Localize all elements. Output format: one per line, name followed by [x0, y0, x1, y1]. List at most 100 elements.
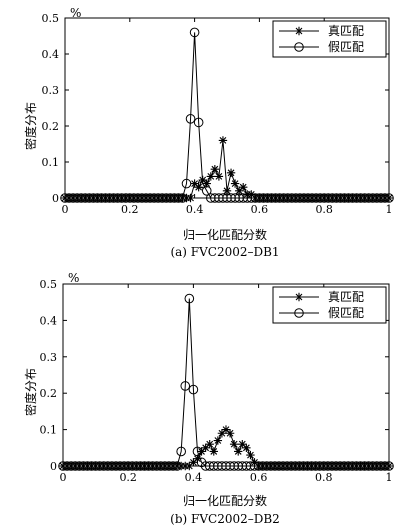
legend-marker	[294, 42, 304, 52]
circle-marker	[188, 384, 199, 395]
x-tick-label: 0.6	[251, 203, 269, 216]
circle-marker	[291, 193, 301, 203]
circle-marker	[192, 446, 203, 457]
series-line	[63, 428, 389, 467]
chart-caption: (a) FVC2002–DB1	[170, 245, 279, 259]
asterisk-marker	[234, 186, 244, 195]
circle-marker	[180, 381, 191, 391]
circle-marker	[355, 193, 366, 203]
asterisk-marker	[238, 439, 247, 449]
asterisk-marker	[205, 439, 214, 449]
chart-caption: (b) FVC2002–DB2	[170, 512, 280, 526]
asterisk-marker	[230, 179, 240, 188]
circle-marker	[230, 193, 240, 203]
y-tick-label: 0.2	[40, 387, 58, 400]
circle-marker	[226, 193, 236, 203]
y-tick-label: 0.2	[42, 120, 60, 133]
y-unit-label: %	[68, 271, 79, 285]
circle-marker	[335, 193, 346, 203]
asterisk-marker	[234, 447, 243, 456]
circle-marker	[266, 193, 277, 203]
circle-marker	[173, 193, 184, 203]
asterisk-marker	[225, 429, 235, 438]
circle-marker	[201, 186, 212, 196]
circle-marker	[327, 193, 338, 203]
circle-marker	[368, 193, 378, 203]
legend-box	[272, 20, 387, 58]
asterisk-marker	[246, 450, 255, 460]
circle-marker	[278, 193, 289, 203]
chart-panel-a: % 密度分布 归一化匹配分数 (a) FVC2002–DB1 0 0.2 0.4 0.…	[23, 6, 394, 259]
y-tick-label: 0.4	[42, 48, 60, 61]
circle-marker	[372, 193, 382, 203]
y-tick-label: 0.5	[42, 12, 60, 25]
circle-marker	[315, 193, 325, 203]
asterisk-marker	[239, 183, 248, 192]
y-tick-label: 0.4	[40, 314, 58, 327]
circle-marker	[303, 193, 313, 203]
x-tick-label: 1	[386, 203, 393, 216]
circle-marker	[299, 193, 309, 203]
asterisk-marker	[186, 193, 195, 203]
circle-marker	[376, 193, 386, 203]
circle-marker	[343, 193, 354, 203]
asterisk-marker	[217, 429, 227, 438]
x-axis-label: 归一化匹配分数	[183, 493, 267, 508]
circle-marker	[319, 193, 330, 203]
asterisk-marker	[214, 172, 224, 181]
circle-marker	[359, 193, 370, 203]
asterisk-marker	[229, 439, 239, 449]
circle-marker	[145, 193, 155, 203]
x-tick-label: 1	[386, 471, 393, 484]
asterisk-marker	[250, 458, 259, 467]
circle-marker	[172, 461, 182, 471]
x-tick-label: 0	[62, 203, 69, 216]
x-tick-label: 0.2	[119, 471, 137, 484]
legend-box	[272, 286, 387, 324]
circle-marker	[193, 117, 204, 128]
y-tick-label: 0.1	[42, 156, 60, 169]
y-tick-label: 0.3	[42, 84, 60, 97]
asterisk-marker	[190, 179, 199, 188]
circle-marker	[181, 178, 192, 189]
circle-marker	[176, 446, 186, 457]
asterisk-marker	[201, 443, 210, 452]
x-axis-label: 归一化匹配分数	[183, 227, 267, 242]
asterisk-marker	[193, 454, 202, 463]
legend-label: 真匹配	[328, 24, 364, 38]
circle-marker	[210, 193, 220, 203]
y-tick-label: 0.3	[40, 351, 58, 364]
circle-marker	[246, 193, 257, 203]
y-tick-label: 0.1	[40, 424, 58, 437]
y-tick-label: 0	[50, 460, 57, 473]
y-axis-label: 密度分布	[23, 368, 38, 416]
circle-marker	[347, 193, 358, 203]
legend-label: 真匹配	[328, 290, 364, 304]
circle-marker	[363, 193, 374, 203]
circle-marker	[351, 193, 362, 203]
circle-marker	[384, 461, 394, 471]
x-tick-label: 0.4	[186, 203, 204, 216]
y-axis-label: 密度分布	[23, 102, 38, 150]
circle-marker	[125, 193, 135, 203]
circle-marker	[262, 193, 273, 203]
asterisk-marker	[210, 165, 220, 174]
circle-marker	[270, 193, 281, 203]
asterisk-marker	[206, 172, 215, 181]
circle-marker	[282, 193, 293, 203]
chart-panel-b: % 密度分布 归一化匹配分数 (b) FVC2002–DB2 0 0.2 0.4 0.…	[23, 271, 394, 526]
x-tick-label: 0	[60, 471, 67, 484]
y-tick-label: 0	[52, 192, 59, 205]
circle-marker	[323, 193, 334, 203]
asterisk-marker	[209, 447, 218, 456]
asterisk-marker	[226, 168, 236, 177]
circle-marker	[339, 193, 350, 203]
y-unit-label: %	[70, 6, 81, 20]
circle-marker	[384, 193, 394, 203]
circle-marker	[184, 293, 195, 304]
circle-marker	[189, 27, 200, 38]
circle-marker	[60, 193, 70, 203]
y-tick-label: 0.5	[40, 278, 58, 291]
circle-marker	[295, 193, 305, 203]
circle-marker	[149, 193, 159, 203]
